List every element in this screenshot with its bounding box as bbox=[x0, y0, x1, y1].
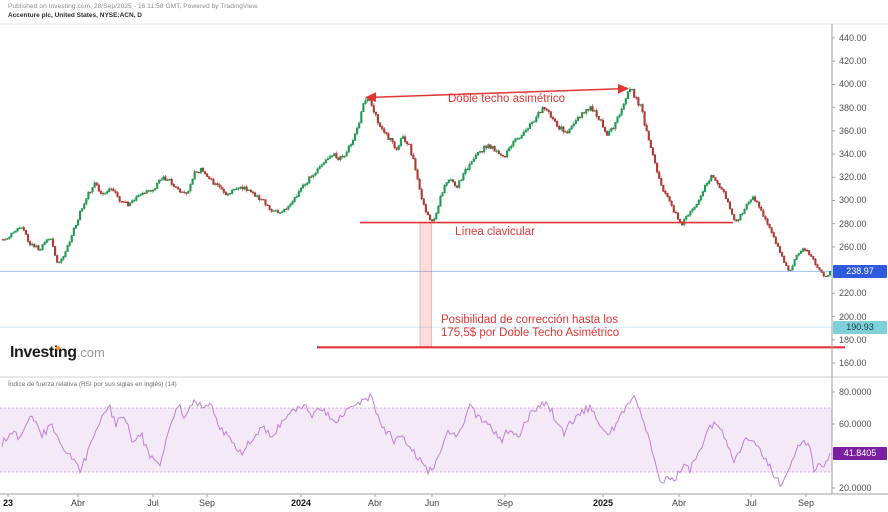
price-axis[interactable]: 440.00 420.00 400.00 380.00 360.00 340.00 320.… bbox=[832, 24, 888, 494]
price-tick-label: 300.00 bbox=[839, 195, 867, 206]
time-axis-label: 23 bbox=[2, 498, 14, 508]
time-axis-label: Jul bbox=[745, 498, 757, 508]
price-tick-label: 440.00 bbox=[839, 33, 867, 43]
investing-logo: Investing.com bbox=[10, 344, 105, 362]
time-axis-label: 2024 bbox=[290, 498, 312, 508]
price-tick-label: 160.00 bbox=[839, 357, 867, 368]
correction-annotation-line1: Posibilidad de corrección hasta los bbox=[441, 314, 619, 326]
time-axis-label: Jul bbox=[147, 498, 159, 508]
time-axis-label: Sep bbox=[496, 498, 514, 508]
correction-annotation: Posibilidad de corrección hasta los 175,… bbox=[441, 314, 619, 340]
investing-logo-text: Investing bbox=[10, 344, 77, 361]
time-axis[interactable]: 23 Abr Jul Sep 2024 Abr Jun Sep 2025 Abr Jul Sep bbox=[0, 494, 888, 512]
price-tick-label: 260.00 bbox=[839, 241, 867, 252]
price-tick-label: 420.00 bbox=[839, 56, 867, 67]
investing-logo-tld: .com bbox=[76, 345, 105, 360]
rsi-layer bbox=[0, 392, 832, 488]
price-tick-label: 340.00 bbox=[839, 149, 867, 160]
price-tick-label: 200.00 bbox=[839, 311, 867, 322]
price-tick-label: 280.00 bbox=[839, 218, 867, 229]
price-tick-label: 400.00 bbox=[839, 79, 867, 90]
double-top-annotation: Doble techo asimétrico bbox=[448, 93, 565, 105]
time-axis-label: Sep bbox=[198, 498, 216, 508]
rsi-value-badge: 41.8405 bbox=[833, 446, 887, 460]
rsi-indicator-title: Índice de fuerza relativa (RSI por sus s… bbox=[8, 381, 177, 388]
rsi-tick-label: 80.0000 bbox=[839, 387, 872, 397]
candles-layer bbox=[1, 87, 832, 278]
price-tick-label: 220.00 bbox=[839, 288, 867, 299]
annotation-shapes-layer bbox=[317, 83, 845, 349]
price-tick-label: 320.00 bbox=[839, 172, 867, 183]
published-info: Published on Investing.com, 28/Sep/2025 … bbox=[8, 3, 259, 10]
axes-frame-layer bbox=[0, 23, 888, 497]
price-tick-label: 360.00 bbox=[839, 125, 867, 136]
last-price-badge: 238.97 bbox=[833, 264, 887, 278]
rsi-tick-label: 60.0000 bbox=[839, 419, 872, 429]
time-axis-label: Jun bbox=[424, 498, 440, 508]
price-tick-label: 180.00 bbox=[839, 334, 867, 345]
neckline-annotation: Línea clavicular bbox=[455, 226, 535, 238]
logo-orange-dot-icon bbox=[56, 346, 60, 350]
rsi-tick-label: 20.0000 bbox=[839, 483, 872, 493]
time-axis-label: Abr bbox=[367, 498, 383, 508]
time-axis-label: Sep bbox=[797, 498, 815, 508]
time-axis-label: Abr bbox=[671, 498, 687, 508]
correction-annotation-line2: 175,5$ por Doble Techo Asimétrico bbox=[441, 327, 620, 339]
level-lines-layer bbox=[0, 270, 832, 328]
support-level-badge: 190.93 bbox=[833, 320, 887, 334]
time-axis-label: Abr bbox=[70, 498, 86, 508]
time-axis-label: 2025 bbox=[592, 498, 614, 508]
instrument-title: Accenture plc, United States, NYSE:ACN, … bbox=[8, 12, 142, 19]
price-tick-label: 380.00 bbox=[839, 102, 867, 113]
